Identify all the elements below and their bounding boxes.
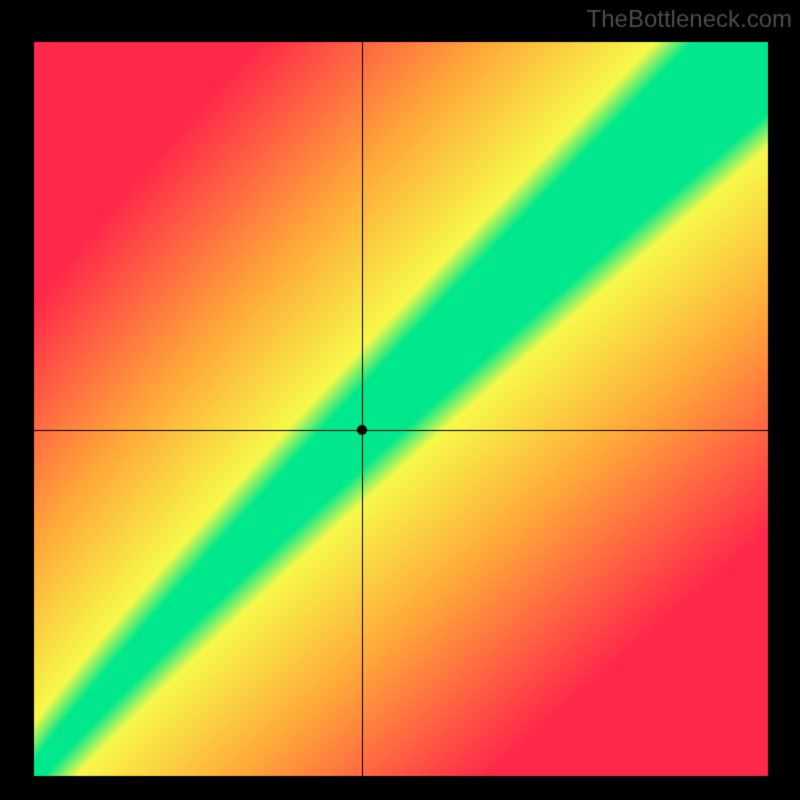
heatmap-canvas (0, 0, 800, 800)
heatmap-chart-container (0, 0, 800, 800)
